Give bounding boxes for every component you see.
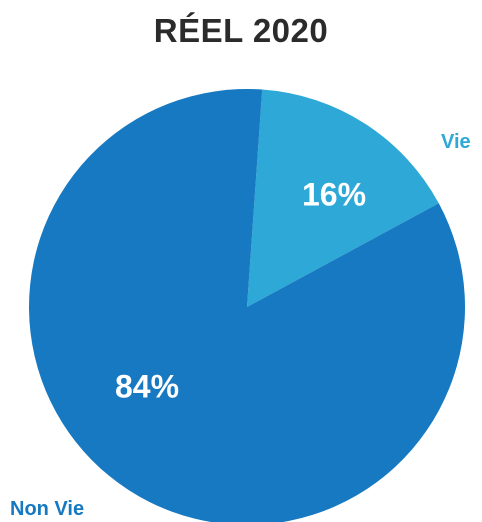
slice-label-vie: Vie <box>441 131 471 153</box>
pie-slice-vie <box>247 89 439 307</box>
chart-title: RÉEL 2020 <box>153 12 329 49</box>
slice-value-label-non-vie: 84% <box>115 368 179 404</box>
slice-value-label-vie: 16% <box>302 176 366 212</box>
pie-slice-non-vie <box>29 89 465 522</box>
slice-label-non-vie: Non Vie <box>10 498 84 520</box>
